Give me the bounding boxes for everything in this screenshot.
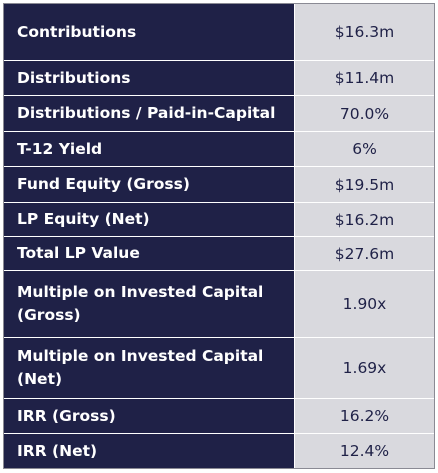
row-value: 1.69x xyxy=(295,338,434,398)
row-label: Multiple on Invested Capital (Net) xyxy=(4,338,295,398)
table-row: Multiple on Invested Capital (Net) 1.69x xyxy=(4,338,434,399)
row-value: 70.0% xyxy=(295,96,434,131)
table-row: Distributions $11.4m xyxy=(4,61,434,96)
row-label: Distributions / Paid-in-Capital xyxy=(4,96,295,131)
row-label: T-12 Yield xyxy=(4,132,295,166)
table-row: IRR (Net) 12.4% xyxy=(4,434,434,468)
row-label: IRR (Gross) xyxy=(4,399,295,433)
row-value: 12.4% xyxy=(295,434,434,468)
row-value: 16.2% xyxy=(295,399,434,433)
row-label: Fund Equity (Gross) xyxy=(4,167,295,202)
row-label: LP Equity (Net) xyxy=(4,203,295,236)
table-row: T-12 Yield 6% xyxy=(4,132,434,167)
row-value: $19.5m xyxy=(295,167,434,202)
row-label: Contributions xyxy=(4,4,295,60)
row-label: Multiple on Invested Capital (Gross) xyxy=(4,271,295,337)
table-row: IRR (Gross) 16.2% xyxy=(4,399,434,434)
table-row: Distributions / Paid-in-Capital 70.0% xyxy=(4,96,434,132)
table-row: LP Equity (Net) $16.2m xyxy=(4,203,434,237)
row-label: Distributions xyxy=(4,61,295,95)
row-value: $27.6m xyxy=(295,237,434,270)
table-row: Fund Equity (Gross) $19.5m xyxy=(4,167,434,203)
table-row: Multiple on Invested Capital (Gross) 1.9… xyxy=(4,271,434,338)
row-value: $16.2m xyxy=(295,203,434,236)
row-value: $16.3m xyxy=(295,4,434,60)
metrics-table: Contributions $16.3m Distributions $11.4… xyxy=(3,3,435,469)
table-row: Total LP Value $27.6m xyxy=(4,237,434,271)
row-label: Total LP Value xyxy=(4,237,295,270)
table-row: Contributions $16.3m xyxy=(4,4,434,61)
row-value: $11.4m xyxy=(295,61,434,95)
row-label: IRR (Net) xyxy=(4,434,295,468)
row-value: 1.90x xyxy=(295,271,434,337)
row-value: 6% xyxy=(295,132,434,166)
